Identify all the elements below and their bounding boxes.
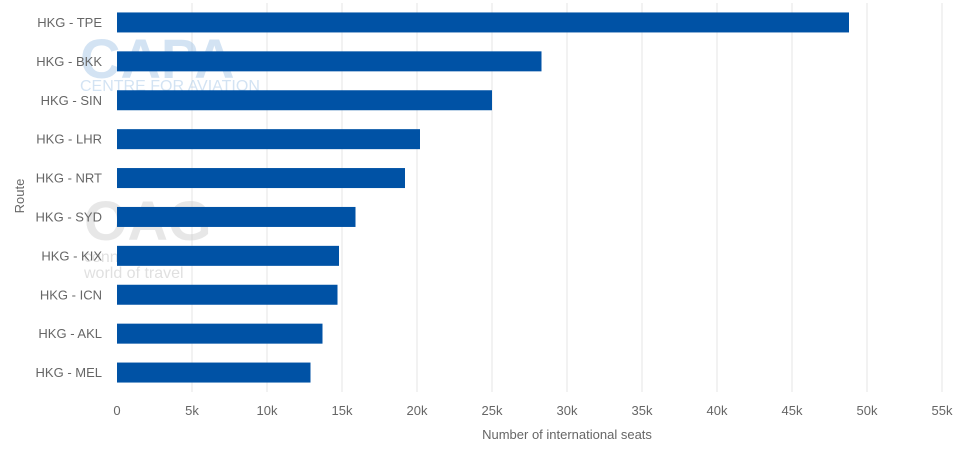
y-tick-labels: HKG - TPE HKG - BKK HKG - SIN HKG - LHR HKG … <box>36 15 103 380</box>
x-tick-label: 10k <box>257 403 278 418</box>
x-tick-label: 40k <box>707 403 728 418</box>
y-tick-label: HKG - SYD <box>36 209 102 224</box>
x-tick-label: 25k <box>482 403 503 418</box>
y-tick-label: HKG - ICN <box>40 287 102 302</box>
bar[interactable] <box>117 12 849 33</box>
bar[interactable] <box>117 323 323 344</box>
y-tick-label: HKG - SIN <box>41 93 102 108</box>
bar[interactable] <box>117 168 405 189</box>
x-tick-label: 30k <box>557 403 578 418</box>
bar[interactable] <box>117 129 420 150</box>
x-tick-label: 50k <box>857 403 878 418</box>
x-tick-label: 45k <box>782 403 803 418</box>
oag-tagline-watermark-2: world of travel <box>83 265 184 282</box>
x-tick-label: 35k <box>632 403 653 418</box>
y-tick-label: HKG - LHR <box>36 132 102 147</box>
x-tick-label: 55k <box>932 403 953 418</box>
oag-tagline-watermark-1: conn <box>84 249 119 266</box>
bar[interactable] <box>117 284 338 305</box>
x-tick-label: 0 <box>113 403 120 418</box>
x-tick-label: 5k <box>185 403 199 418</box>
x-tick-label: 20k <box>407 403 428 418</box>
x-tick-labels: 0 5k 10k 15k 20k 25k 30k 35k 40k 45k 50k 55k <box>113 403 953 418</box>
y-axis-title: Route <box>12 179 27 214</box>
y-tick-label: HKG - TPE <box>37 15 102 30</box>
bar[interactable] <box>117 245 339 266</box>
x-axis-title: Number of international seats <box>482 427 652 442</box>
bars <box>117 12 849 383</box>
y-tick-label: HKG - AKL <box>38 326 102 341</box>
y-tick-label: HKG - NRT <box>36 171 102 186</box>
y-tick-label: HKG - MEL <box>36 365 102 380</box>
bar[interactable] <box>117 362 311 383</box>
bar[interactable] <box>117 206 356 227</box>
x-tick-label: 15k <box>332 403 353 418</box>
bar[interactable] <box>117 90 492 111</box>
y-tick-label: HKG - BKK <box>36 54 102 69</box>
y-tick-label: HKG - KIX <box>41 248 102 263</box>
bar[interactable] <box>117 51 542 72</box>
